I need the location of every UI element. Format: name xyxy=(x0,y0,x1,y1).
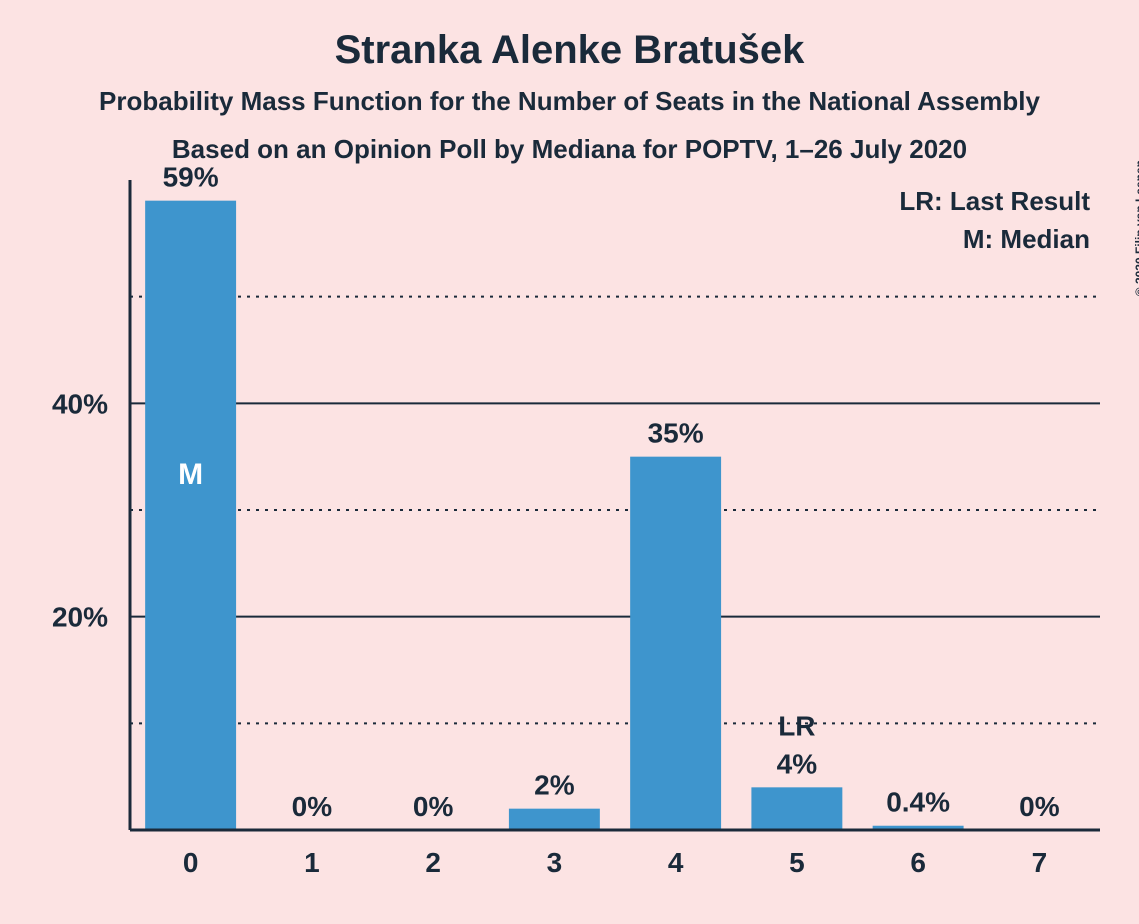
legend-m: M: Median xyxy=(963,224,1090,254)
legend-lr: LR: Last Result xyxy=(899,186,1090,216)
bar-value-label: 0% xyxy=(292,791,333,822)
x-tick-label: 1 xyxy=(304,847,320,878)
x-tick-label: 5 xyxy=(789,847,805,878)
bar xyxy=(145,201,236,830)
x-tick-label: 7 xyxy=(1032,847,1048,878)
bar-value-label: 4% xyxy=(777,748,818,779)
bar xyxy=(509,809,600,830)
x-tick-label: 4 xyxy=(668,847,684,878)
x-tick-label: 6 xyxy=(910,847,926,878)
y-tick-label: 40% xyxy=(52,388,108,419)
bar-value-label: 35% xyxy=(648,418,704,449)
bar-chart: 20% 40% 59% 0 M 0% 1 0% 2 2% 3 35% 4 4% 5 LR 0.4% 6 0% 7 LR:… xyxy=(0,0,1139,924)
bar-value-label: 2% xyxy=(534,770,575,801)
bar xyxy=(751,787,842,830)
bar-value-label: 59% xyxy=(163,162,219,193)
bar-value-label: 0% xyxy=(1019,791,1060,822)
bar xyxy=(630,457,721,830)
y-tick-label: 20% xyxy=(52,602,108,633)
x-tick-label: 3 xyxy=(547,847,563,878)
bar-value-label: 0.4% xyxy=(886,787,950,818)
last-result-marker: LR xyxy=(778,710,815,741)
x-tick-label: 2 xyxy=(425,847,441,878)
x-tick-label: 0 xyxy=(183,847,199,878)
median-marker: M xyxy=(178,458,203,491)
bar-value-label: 0% xyxy=(413,791,454,822)
